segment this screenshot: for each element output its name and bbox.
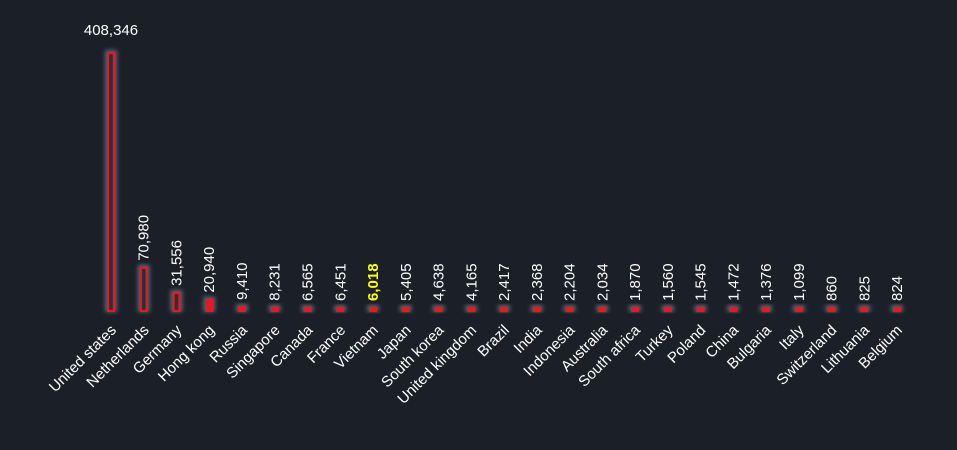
bar-south-korea bbox=[432, 305, 445, 312]
bar-rect bbox=[631, 307, 639, 312]
value-label: 31,556 bbox=[169, 240, 186, 286]
value-label: 20,940 bbox=[201, 247, 218, 293]
bar-brazil bbox=[498, 305, 510, 312]
bar-rect bbox=[205, 298, 214, 312]
bar-vietnam bbox=[367, 305, 379, 312]
bar-south-africa bbox=[629, 305, 641, 312]
bar-australia bbox=[596, 305, 609, 312]
bar-rect bbox=[598, 307, 607, 312]
value-label: 6,018 bbox=[365, 263, 382, 301]
bar-rect bbox=[663, 307, 672, 312]
bar-china bbox=[727, 305, 740, 312]
bar-rect bbox=[434, 307, 443, 312]
value-label: 4,638 bbox=[431, 263, 448, 301]
bar-rect bbox=[401, 307, 410, 312]
value-label: 1,870 bbox=[627, 263, 644, 301]
bar-united-kingdom bbox=[465, 305, 478, 312]
value-label: 860 bbox=[824, 276, 841, 301]
bar-japan bbox=[399, 305, 412, 312]
bar-inner bbox=[109, 54, 113, 310]
bar-inner bbox=[174, 294, 179, 310]
bars-layer bbox=[105, 50, 903, 312]
bar-rect bbox=[336, 307, 345, 312]
value-label: 824 bbox=[889, 276, 906, 301]
value-label: 4,165 bbox=[463, 263, 480, 301]
bar-rect bbox=[369, 307, 377, 312]
value-label: 1,545 bbox=[693, 263, 710, 301]
value-label: 2,034 bbox=[594, 263, 611, 301]
bar-indonesia bbox=[563, 305, 576, 312]
value-label: 2,417 bbox=[496, 263, 513, 301]
bar-lithuania bbox=[858, 305, 871, 312]
bar-rect bbox=[500, 307, 508, 312]
value-label: 2,368 bbox=[529, 263, 546, 301]
bar-turkey bbox=[661, 305, 674, 312]
bar-rect bbox=[696, 307, 705, 312]
bar-netherlands bbox=[137, 264, 150, 312]
bar-india bbox=[530, 305, 543, 312]
bar-switzerland bbox=[825, 305, 838, 312]
value-labels-layer: 408,346 70,980 31,556 20,940 9,410 8,231 6,565… bbox=[84, 22, 906, 301]
bar-inner bbox=[141, 269, 146, 310]
bar-rect bbox=[729, 307, 738, 312]
bar-rect bbox=[762, 307, 770, 312]
value-label: 1,560 bbox=[660, 263, 677, 301]
bar-united-states bbox=[105, 50, 117, 312]
bar-russia bbox=[236, 304, 248, 312]
bar-rect bbox=[827, 307, 836, 312]
value-label: 6,451 bbox=[332, 263, 349, 301]
value-label: 5,405 bbox=[398, 263, 415, 301]
value-label: 1,099 bbox=[791, 263, 808, 301]
bar-belgium bbox=[891, 305, 903, 312]
value-label: 1,472 bbox=[725, 263, 742, 301]
category-label-brazil: Brazil bbox=[474, 322, 513, 361]
bar-rect bbox=[794, 307, 803, 312]
bar-rect bbox=[270, 306, 279, 312]
bar-hong-kong bbox=[203, 296, 216, 312]
bar-germany bbox=[170, 289, 183, 312]
value-label: 9,410 bbox=[234, 262, 251, 300]
bar-singapore bbox=[268, 304, 281, 312]
bar-france bbox=[334, 305, 347, 312]
value-label: 1,376 bbox=[758, 263, 775, 301]
bar-canada bbox=[301, 305, 314, 312]
bar-bulgaria bbox=[760, 305, 772, 312]
bar-rect bbox=[303, 307, 312, 312]
bar-rect bbox=[893, 307, 901, 312]
bar-rect bbox=[860, 307, 869, 312]
bar-italy bbox=[792, 305, 805, 312]
value-label: 6,565 bbox=[300, 263, 317, 301]
bar-rect bbox=[532, 307, 541, 312]
value-label: 70,980 bbox=[136, 215, 153, 261]
value-label: 825 bbox=[856, 276, 873, 301]
value-label: 2,204 bbox=[562, 263, 579, 301]
value-label: 8,231 bbox=[267, 263, 284, 301]
bar-rect bbox=[238, 306, 246, 312]
bar-rect bbox=[467, 307, 476, 312]
value-label: 408,346 bbox=[84, 22, 138, 39]
bar-poland bbox=[694, 305, 707, 312]
bar-rect bbox=[565, 307, 574, 312]
